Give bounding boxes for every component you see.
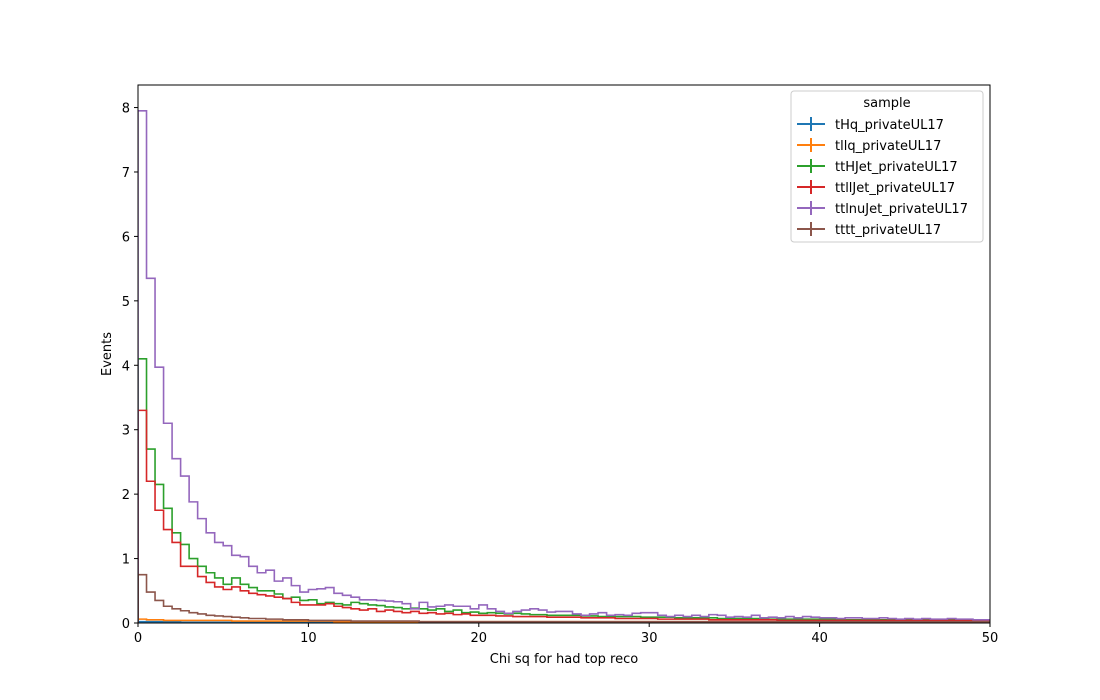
x-tick-label: 30 — [641, 631, 658, 646]
y-tick-label: 7 — [122, 166, 130, 181]
legend-item: ttlnuJet_privateUL17 — [797, 201, 968, 217]
legend-title: sample — [863, 96, 910, 111]
legend-label: ttlnuJet_privateUL17 — [835, 202, 968, 217]
y-tick-label: 8 — [122, 102, 130, 117]
legend-label: ttHJet_privateUL17 — [835, 160, 958, 175]
legend-item: tllq_privateUL17 — [797, 138, 941, 154]
y-tick-label: 2 — [122, 488, 130, 503]
series-line-ttHJet_privateUL17 — [138, 358, 990, 623]
y-tick-label: 1 — [122, 553, 130, 568]
legend-item: ttllJet_privateUL17 — [797, 180, 955, 196]
x-tick-label: 20 — [471, 631, 488, 646]
legend-label: tllq_privateUL17 — [835, 139, 941, 154]
y-tick-label: 3 — [122, 424, 130, 439]
y-axis: 0 1 2 3 4 5 6 7 8 — [122, 102, 138, 632]
y-tick-label: 6 — [122, 230, 130, 245]
legend-item: tHq_privateUL17 — [797, 117, 944, 133]
y-tick-label: 5 — [122, 295, 130, 310]
y-tick-label: 4 — [122, 359, 130, 374]
legend-item: tttt_privateUL17 — [797, 222, 941, 238]
x-axis: 0 10 20 30 40 50 — [134, 623, 998, 646]
series-line-tttt_privateUL17 — [138, 573, 990, 623]
legend-label: tHq_privateUL17 — [835, 118, 944, 133]
x-tick-label: 10 — [300, 631, 317, 646]
x-axis-label: Chi sq for had top reco — [490, 652, 638, 667]
series-layer — [138, 109, 990, 623]
legend-label: ttllJet_privateUL17 — [835, 181, 955, 196]
legend-label: tttt_privateUL17 — [835, 223, 941, 238]
legend: sample tHq_privateUL17 tllq_privateUL17tt… — [790, 90, 984, 243]
x-tick-label: 0 — [134, 631, 142, 646]
axes-frame — [137, 84, 991, 624]
y-axis-label: Events — [100, 332, 115, 376]
legend-box — [790, 90, 984, 243]
y-tick-label: 0 — [122, 617, 130, 632]
x-tick-label: 40 — [811, 631, 828, 646]
series-line-ttlnuJet_privateUL17 — [138, 109, 990, 623]
series-line-ttllJet_privateUL17 — [138, 409, 990, 623]
x-tick-label: 50 — [982, 631, 999, 646]
legend-item: ttHJet_privateUL17 — [797, 159, 958, 175]
